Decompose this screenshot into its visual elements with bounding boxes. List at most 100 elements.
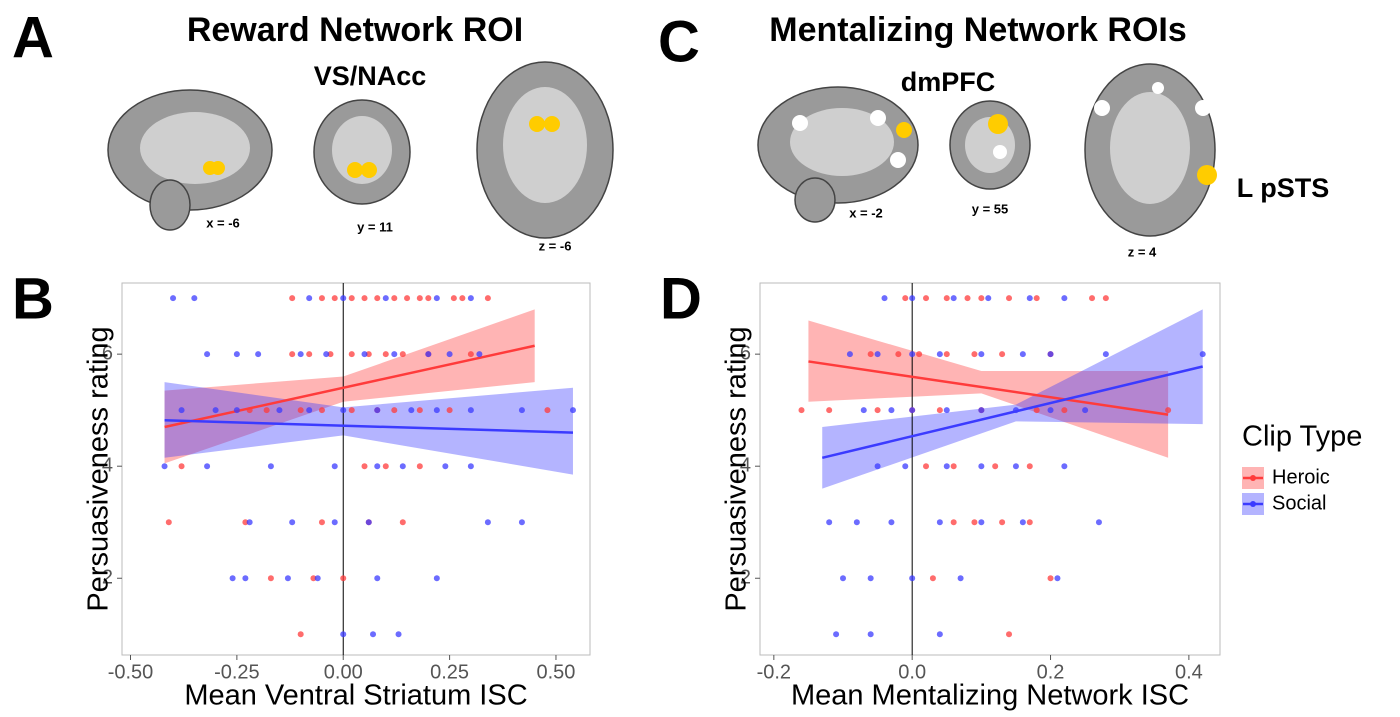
point xyxy=(909,295,915,301)
panel-letter: C xyxy=(658,9,700,74)
point xyxy=(404,295,410,301)
point xyxy=(1048,575,1054,581)
panel-letter: D xyxy=(660,266,702,331)
point xyxy=(971,519,977,525)
point xyxy=(234,351,240,357)
point xyxy=(923,295,929,301)
point xyxy=(1061,407,1067,413)
point xyxy=(362,295,368,301)
point xyxy=(391,295,397,301)
point xyxy=(468,407,474,413)
point xyxy=(1096,519,1102,525)
panel-title: Mentalizing Network ROIs xyxy=(769,11,1187,49)
point xyxy=(882,295,888,301)
point xyxy=(268,575,274,581)
point xyxy=(400,463,406,469)
point xyxy=(362,463,368,469)
point xyxy=(902,295,908,301)
point xyxy=(847,351,853,357)
point xyxy=(875,351,881,357)
point xyxy=(255,351,261,357)
point xyxy=(1200,351,1206,357)
point xyxy=(374,295,380,301)
point xyxy=(978,407,984,413)
point xyxy=(383,463,389,469)
x-axis-label: Mean Ventral Striatum ISC xyxy=(184,680,527,712)
point xyxy=(916,351,922,357)
point xyxy=(965,295,971,301)
slice-label: z = -6 xyxy=(539,238,572,253)
point xyxy=(999,519,1005,525)
legend-key-dot xyxy=(1250,475,1256,481)
point xyxy=(332,519,338,525)
point xyxy=(179,463,185,469)
point xyxy=(875,463,881,469)
point xyxy=(319,519,325,525)
panel-title: Reward Network ROI xyxy=(187,11,523,49)
point xyxy=(992,463,998,469)
point xyxy=(285,575,291,581)
roi-label: dmPFC xyxy=(901,67,996,97)
point xyxy=(937,631,943,637)
point xyxy=(923,463,929,469)
point xyxy=(978,351,984,357)
point xyxy=(264,407,270,413)
panel-a: A Reward Network ROI VS/NAcc x = -6 y = … xyxy=(12,5,613,253)
point xyxy=(570,407,576,413)
point xyxy=(868,575,874,581)
legend-key-dot xyxy=(1250,501,1256,507)
point xyxy=(944,295,950,301)
point xyxy=(544,407,550,413)
point xyxy=(978,295,984,301)
point xyxy=(391,351,397,357)
point xyxy=(451,295,457,301)
point xyxy=(276,407,282,413)
point xyxy=(861,407,867,413)
point xyxy=(1103,351,1109,357)
slice-label: x = -2 xyxy=(849,205,883,220)
point xyxy=(1054,575,1060,581)
point xyxy=(944,407,950,413)
point xyxy=(468,463,474,469)
point xyxy=(204,351,210,357)
point xyxy=(417,407,423,413)
point xyxy=(230,575,236,581)
point xyxy=(468,351,474,357)
point xyxy=(930,575,936,581)
panel-letter: B xyxy=(12,266,54,331)
point xyxy=(1034,295,1040,301)
point xyxy=(247,519,253,525)
point xyxy=(374,575,380,581)
point xyxy=(434,575,440,581)
point xyxy=(191,295,197,301)
point xyxy=(298,631,304,637)
point xyxy=(868,351,874,357)
x-tick-label: 0.50 xyxy=(536,661,575,683)
point xyxy=(485,519,491,525)
point xyxy=(434,407,440,413)
slice-label: y = 11 xyxy=(357,219,393,234)
point xyxy=(468,295,474,301)
point xyxy=(833,631,839,637)
brain-coronal xyxy=(314,100,410,204)
point xyxy=(319,407,325,413)
point xyxy=(370,631,376,637)
y-axis-label: Persuasiveness rating xyxy=(721,326,753,611)
chart: B246-0.50-0.250.000.250.50Mean Ventral S… xyxy=(12,266,590,711)
point xyxy=(909,575,915,581)
point xyxy=(1020,519,1026,525)
point xyxy=(447,407,453,413)
point xyxy=(340,407,346,413)
point xyxy=(447,351,453,357)
brain-coronal xyxy=(950,101,1030,189)
point xyxy=(1061,295,1067,301)
point xyxy=(875,407,881,413)
point xyxy=(417,295,423,301)
point xyxy=(1103,295,1109,301)
point xyxy=(937,351,943,357)
point xyxy=(400,519,406,525)
panel-letter: A xyxy=(12,5,54,70)
point xyxy=(519,407,525,413)
point xyxy=(289,295,295,301)
